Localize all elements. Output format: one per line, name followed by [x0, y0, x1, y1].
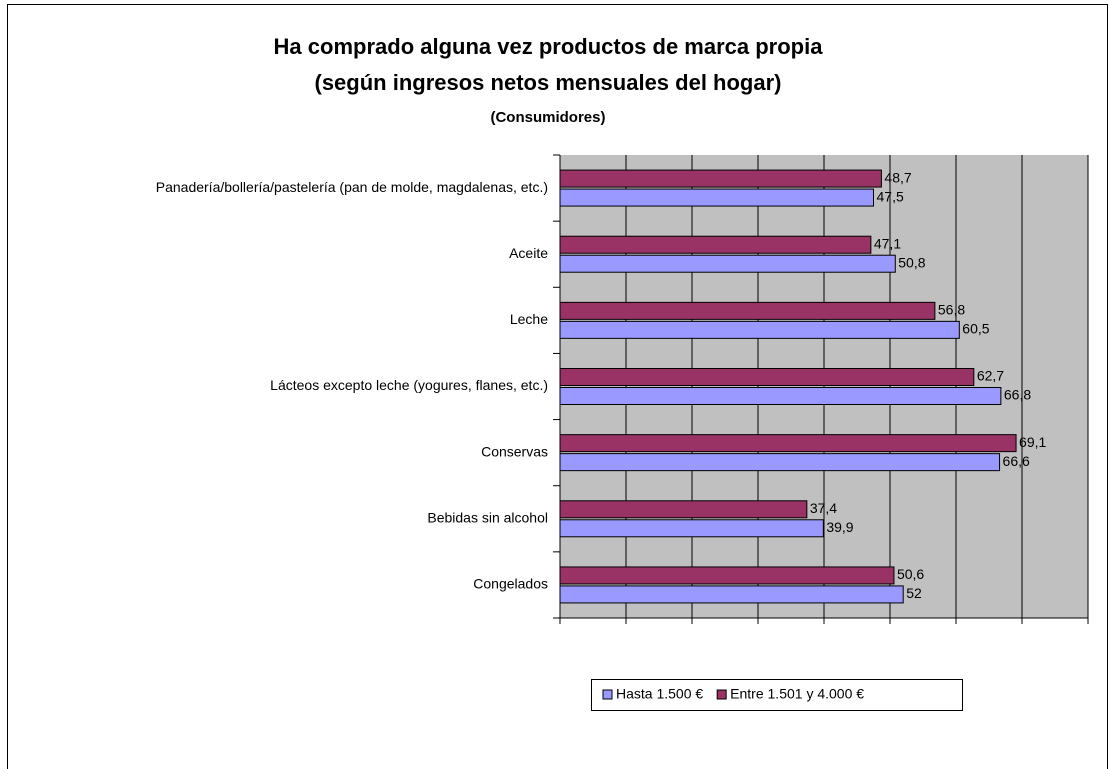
bar — [559, 320, 960, 339]
value-label: 66,6 — [1003, 453, 1030, 469]
legend-box — [591, 679, 963, 711]
value-label: 62,7 — [977, 368, 1004, 384]
bar — [559, 585, 904, 604]
value-label: 66,8 — [1004, 387, 1031, 403]
value-label: 60,5 — [962, 321, 989, 337]
value-label: 47,5 — [877, 188, 904, 204]
bar — [559, 566, 895, 585]
value-label: 48,7 — [884, 169, 911, 185]
y-tick-label: Congelados — [473, 576, 548, 592]
bar — [559, 434, 1017, 453]
bar — [559, 235, 872, 254]
bar — [559, 301, 936, 320]
value-label: 50,6 — [897, 566, 924, 582]
value-label: 52 — [906, 585, 922, 601]
bar — [559, 387, 1002, 405]
bar — [559, 519, 824, 538]
legend-label: Hasta 1.500 € — [616, 686, 703, 702]
legend-swatch — [602, 689, 613, 700]
value-label: 47,1 — [874, 235, 901, 251]
value-label: 39,9 — [826, 519, 853, 535]
bar — [559, 188, 874, 207]
bar — [559, 368, 975, 386]
chart-border — [7, 4, 1108, 769]
chart-note: (Consumidores) — [490, 109, 605, 126]
value-label: 37,4 — [810, 500, 837, 516]
y-tick-label: Bebidas sin alcohol — [427, 509, 548, 525]
legend-swatch — [716, 689, 727, 700]
chart-subtitle: (según ingresos netos mensuales del hoga… — [315, 70, 782, 95]
y-tick-label: Aceite — [509, 245, 548, 261]
value-label: 69,1 — [1019, 434, 1046, 450]
bar — [559, 453, 1001, 472]
value-label: 50,8 — [898, 254, 925, 270]
bar — [559, 500, 808, 519]
chart-title: Ha comprado alguna vez productos de marc… — [274, 34, 824, 59]
y-tick-label: Lácteos excepto leche (yogures, flanes, … — [270, 377, 548, 393]
value-label: 56,8 — [938, 302, 965, 318]
y-tick-label: Panadería/bollería/pastelería (pan de mo… — [156, 179, 548, 195]
legend-label: Entre 1.501 y 4.000 € — [730, 686, 864, 702]
bar — [559, 169, 882, 188]
bar — [559, 254, 896, 273]
y-tick-label: Leche — [510, 311, 548, 327]
y-tick-label: Conservas — [481, 443, 548, 459]
